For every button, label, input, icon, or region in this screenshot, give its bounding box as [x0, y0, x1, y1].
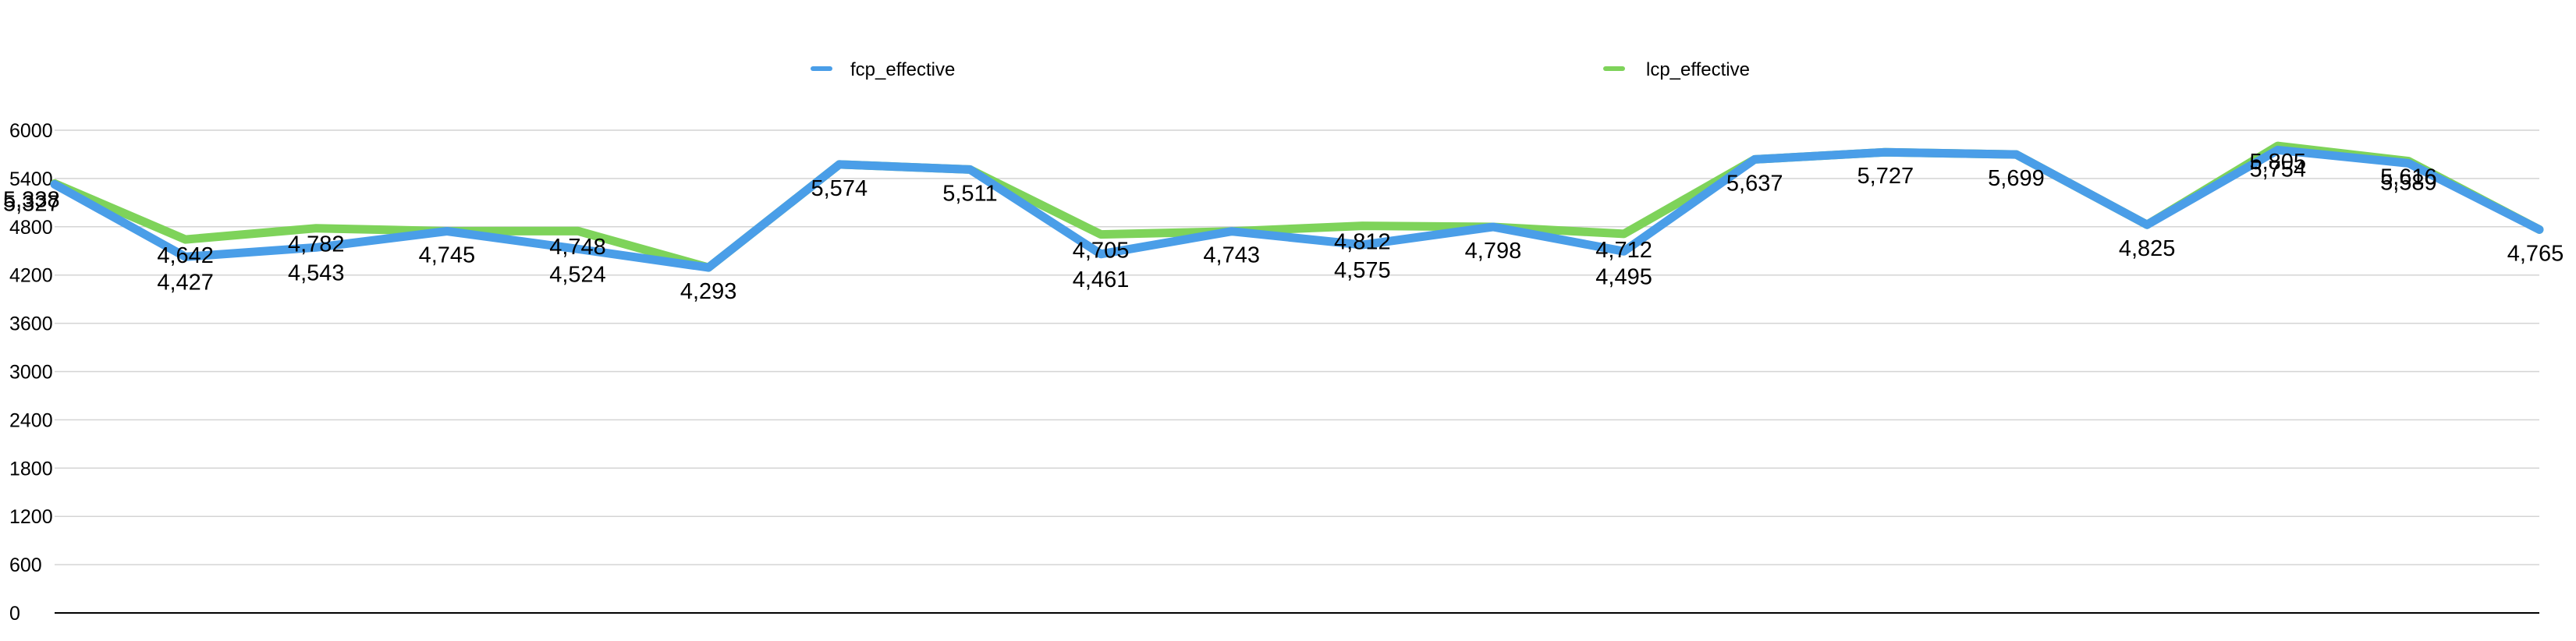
data-label-lcp-effective: 5,616 — [2380, 165, 2437, 190]
legend-label-lcp-effective: lcp_effective — [1646, 59, 1750, 80]
gridlines — [55, 129, 2539, 614]
data-label-fcp-effective: 4,825 — [2119, 236, 2176, 261]
y-tick-label: 600 — [9, 554, 42, 576]
data-label-fcp-effective: 5,727 — [1857, 164, 1914, 189]
data-label-lcp-effective: 4,748 — [549, 235, 606, 260]
data-label-fcp-effective: 4,743 — [1203, 243, 1260, 268]
data-label-fcp-effective: 4,495 — [1595, 264, 1652, 289]
data-label-fcp-effective: 4,575 — [1334, 258, 1391, 283]
data-label-fcp-effective: 4,765 — [2507, 241, 2564, 266]
y-tick-label: 3000 — [9, 362, 53, 384]
y-axis: 0 600 1200 1800 2400 3000 3600 4200 4800 5400 6000 — [9, 120, 53, 625]
data-label-lcp-effective: 4,812 — [1334, 230, 1391, 255]
y-tick-label: 5400 — [9, 168, 53, 190]
data-label-fcp-effective: 4,293 — [680, 279, 737, 304]
data-label-lcp-effective: 4,782 — [288, 232, 345, 257]
y-tick-label: 4800 — [9, 217, 53, 239]
legend-label-fcp-effective: fcp_effective — [850, 59, 955, 80]
data-label-fcp-effective: 5,327 — [3, 191, 60, 216]
data-label-fcp-effective: 5,637 — [1726, 171, 1783, 196]
legend-item-fcp-effective: fcp_effective — [811, 59, 955, 80]
data-label-fcp-effective: 5,699 — [1988, 166, 2045, 191]
data-label-lcp-effective: 5,805 — [2249, 150, 2306, 175]
series-line-fcp-effective — [50, 145, 2544, 272]
series-lines — [50, 141, 2544, 272]
data-label-lcp-effective: 4,642 — [157, 243, 214, 268]
y-tick-label: 6000 — [9, 120, 53, 142]
data-label-fcp-effective: 5,589 — [2380, 170, 2437, 195]
legend-item-lcp-effective: lcp_effective — [1603, 59, 1750, 80]
data-label-fcp-effective: 5,754 — [2249, 157, 2306, 182]
y-tick-label: 3600 — [9, 313, 53, 335]
y-tick-label: 1800 — [9, 458, 53, 480]
data-label-lcp-effective: 5,338 — [3, 187, 60, 212]
data-label-fcp-effective: 4,798 — [1465, 239, 1522, 264]
data-label-fcp-effective: 4,524 — [549, 262, 606, 287]
legend: fcp_effective lcp_effective — [811, 59, 1750, 80]
y-tick-label: 4200 — [9, 265, 53, 287]
data-label-lcp-effective: 4,712 — [1595, 238, 1652, 263]
data-label-fcp-effective: 4,461 — [1073, 267, 1130, 292]
data-label-fcp-effective: 5,574 — [811, 176, 868, 201]
data-label-lcp-effective: 4,705 — [1073, 239, 1130, 264]
data-label-fcp-effective: 5,511 — [942, 181, 997, 206]
data-label-fcp-effective: 4,543 — [288, 260, 345, 285]
data-label-fcp-effective: 4,745 — [419, 243, 476, 267]
y-tick-label: 0 — [9, 603, 20, 625]
y-tick-label: 1200 — [9, 506, 53, 528]
y-tick-label: 2400 — [9, 409, 53, 431]
data-label-fcp-effective: 4,427 — [157, 270, 214, 295]
